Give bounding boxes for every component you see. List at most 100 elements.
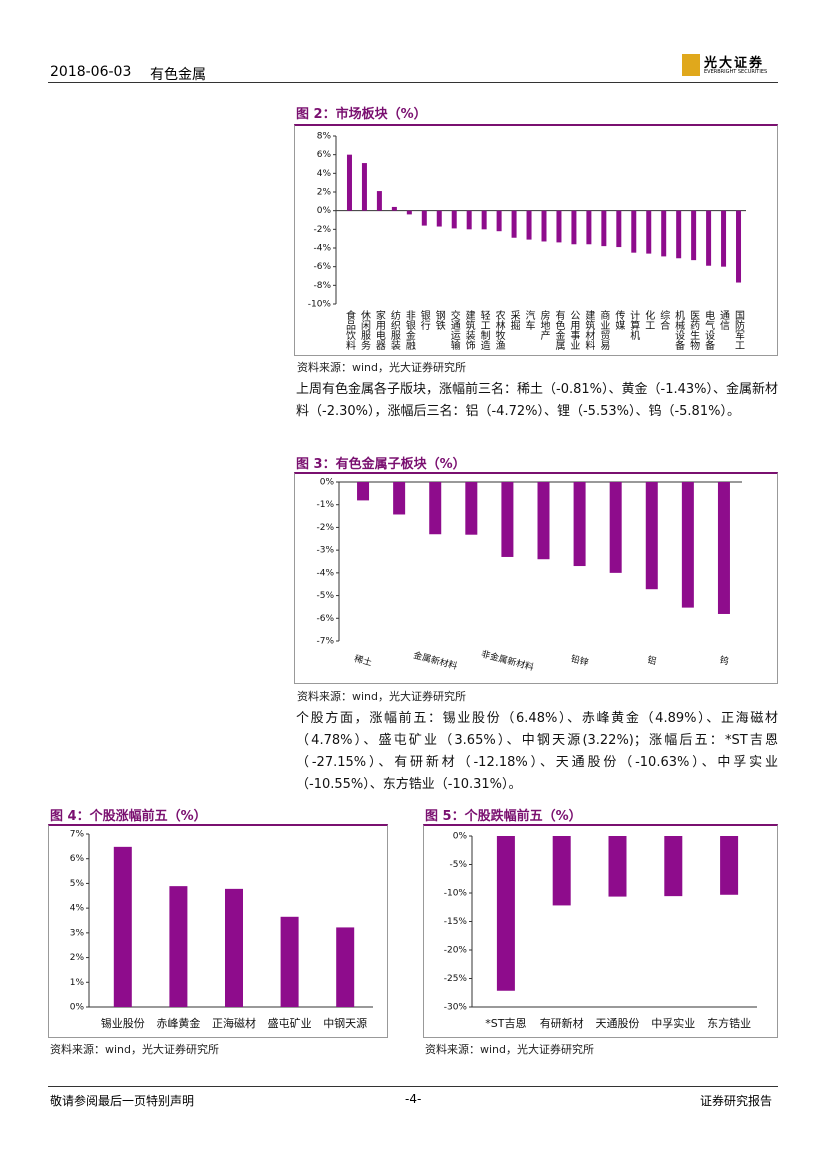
- y-tick-label: -3%: [316, 546, 334, 556]
- x-tick-label: 计算机: [628, 309, 640, 341]
- x-tick-label: 铝: [646, 654, 658, 668]
- source: 资料来源：wind，光大证券研究所: [50, 1043, 220, 1056]
- bar: [717, 482, 730, 614]
- y-tick-label: 2%: [317, 188, 332, 198]
- x-tick-label: 银行: [418, 309, 430, 331]
- y-tick-label: -10%: [444, 889, 468, 899]
- y-tick-label: 8%: [317, 132, 332, 142]
- x-tick-label: 有色金属: [553, 309, 565, 351]
- x-tick-label: 家用电器: [373, 309, 385, 351]
- bar: [664, 836, 683, 897]
- sector: 有色金属: [150, 67, 206, 83]
- page-number: -4-: [405, 1092, 422, 1106]
- bar: [336, 927, 355, 1007]
- bar: [736, 210, 742, 283]
- y-tick-label: 4%: [70, 904, 85, 914]
- bar: [406, 210, 412, 215]
- y-tick-label: -30%: [444, 1003, 468, 1013]
- y-tick-label: -1%: [316, 500, 334, 510]
- y-tick-label: -2%: [313, 225, 331, 235]
- bar: [501, 482, 514, 557]
- bar: [721, 210, 727, 267]
- bar: [691, 210, 697, 261]
- paragraph: 个股方面，涨幅前五：锡业股份（6.48%）、赤峰黄金（4.89%）、正海磁材（4…: [296, 711, 778, 792]
- bar: [346, 154, 352, 211]
- y-tick-label: 3%: [70, 928, 85, 938]
- y-tick-label: -2%: [316, 523, 334, 533]
- x-tick-label: 交通运输: [448, 309, 460, 351]
- y-tick-label: 6%: [70, 854, 85, 864]
- y-tick-label: -5%: [316, 591, 334, 601]
- chart: 0% -1% -2% -3% -4% -5% -6% -7% 稀土 金属新材料 非金属新材料 铅锌 铝 钨: [316, 478, 742, 673]
- y-tick-label: -25%: [444, 974, 468, 984]
- x-tick-label: 正海磁材: [212, 1016, 256, 1030]
- bar: [706, 210, 712, 266]
- y-tick-label: -6%: [316, 614, 334, 624]
- y-tick-label: 0%: [453, 832, 468, 842]
- x-tick-label: 东方锆业: [707, 1016, 751, 1030]
- x-tick-label: 中孚实业: [651, 1016, 695, 1030]
- date: 2018-06-03: [50, 64, 132, 80]
- x-tick-label: 医药生物: [688, 310, 700, 351]
- x-tick-label: 盛屯矿业: [268, 1016, 312, 1030]
- figure-title: 图 4：个股涨幅前五（%）: [50, 809, 207, 824]
- figure-title: 图 2：市场板块（%）: [296, 107, 427, 122]
- x-tick-label: 稀土: [353, 652, 374, 668]
- bar: [608, 836, 627, 897]
- figure-title: 图 5：个股跌幅前五（%）: [425, 809, 582, 824]
- y-tick-label: -4%: [316, 568, 334, 578]
- bar: [376, 191, 382, 211]
- x-tick-label: 汽车: [523, 309, 535, 331]
- source: 资料来源：wind，光大证券研究所: [297, 690, 467, 703]
- header-rule: [48, 82, 778, 83]
- bar: [661, 210, 667, 257]
- x-tick-label: *ST吉恩: [485, 1017, 526, 1030]
- bar: [496, 210, 502, 232]
- bar: [511, 210, 517, 238]
- y-tick-label: -20%: [444, 946, 468, 956]
- x-tick-label: 非银金融: [403, 310, 415, 351]
- bar: [573, 482, 586, 567]
- x-tick-label: 化工: [643, 309, 655, 330]
- bar: [720, 836, 739, 895]
- x-tick-label: 赤峰黄金: [156, 1016, 200, 1030]
- logo-en: EVERBRIGHT SECURITIES: [704, 69, 768, 75]
- y-tick-label: 0%: [320, 478, 335, 488]
- bar: [436, 210, 442, 227]
- bar: [676, 210, 682, 259]
- bar: [601, 210, 607, 247]
- footer-rule: [48, 1086, 778, 1087]
- y-tick-label: 0%: [317, 206, 332, 216]
- bar: [631, 210, 637, 253]
- x-tick-label: 纺织服装: [388, 309, 400, 351]
- x-tick-label: 铅锌: [569, 652, 590, 668]
- y-tick-label: 0%: [70, 1003, 85, 1013]
- bar: [616, 210, 622, 248]
- y-tick-label: -5%: [449, 860, 467, 870]
- figure-frame: [294, 472, 778, 684]
- y-tick-label: 4%: [317, 169, 332, 179]
- bar: [429, 482, 442, 535]
- bar: [646, 210, 652, 254]
- disclaimer: 敬请参阅最后一页特别声明: [50, 1094, 195, 1108]
- y-tick-label: -4%: [313, 244, 331, 254]
- x-tick-label: 休闲服务: [358, 310, 370, 351]
- bar: [225, 888, 243, 1007]
- x-tick-label: 食品饮料: [343, 309, 355, 351]
- bar: [571, 210, 577, 245]
- bar: [421, 210, 427, 226]
- x-tick-label: 农林牧渔: [493, 309, 505, 351]
- x-tick-label: 钨: [718, 654, 730, 668]
- bar: [526, 210, 532, 240]
- x-tick-label: 机械设备: [673, 309, 685, 351]
- bar: [609, 482, 622, 573]
- chart: 0% -5% -10% -15% -20% -25% -30% *ST吉恩 有研新材 天通股份 中孚…: [444, 832, 757, 1030]
- bar: [391, 206, 397, 211]
- source: 资料来源：wind，光大证券研究所: [297, 361, 467, 374]
- report-type: 证券研究报告: [700, 1094, 773, 1108]
- y-tick-label: 1%: [70, 978, 85, 988]
- figure-frame: [294, 124, 778, 356]
- bar: [465, 482, 478, 535]
- bar: [451, 210, 457, 229]
